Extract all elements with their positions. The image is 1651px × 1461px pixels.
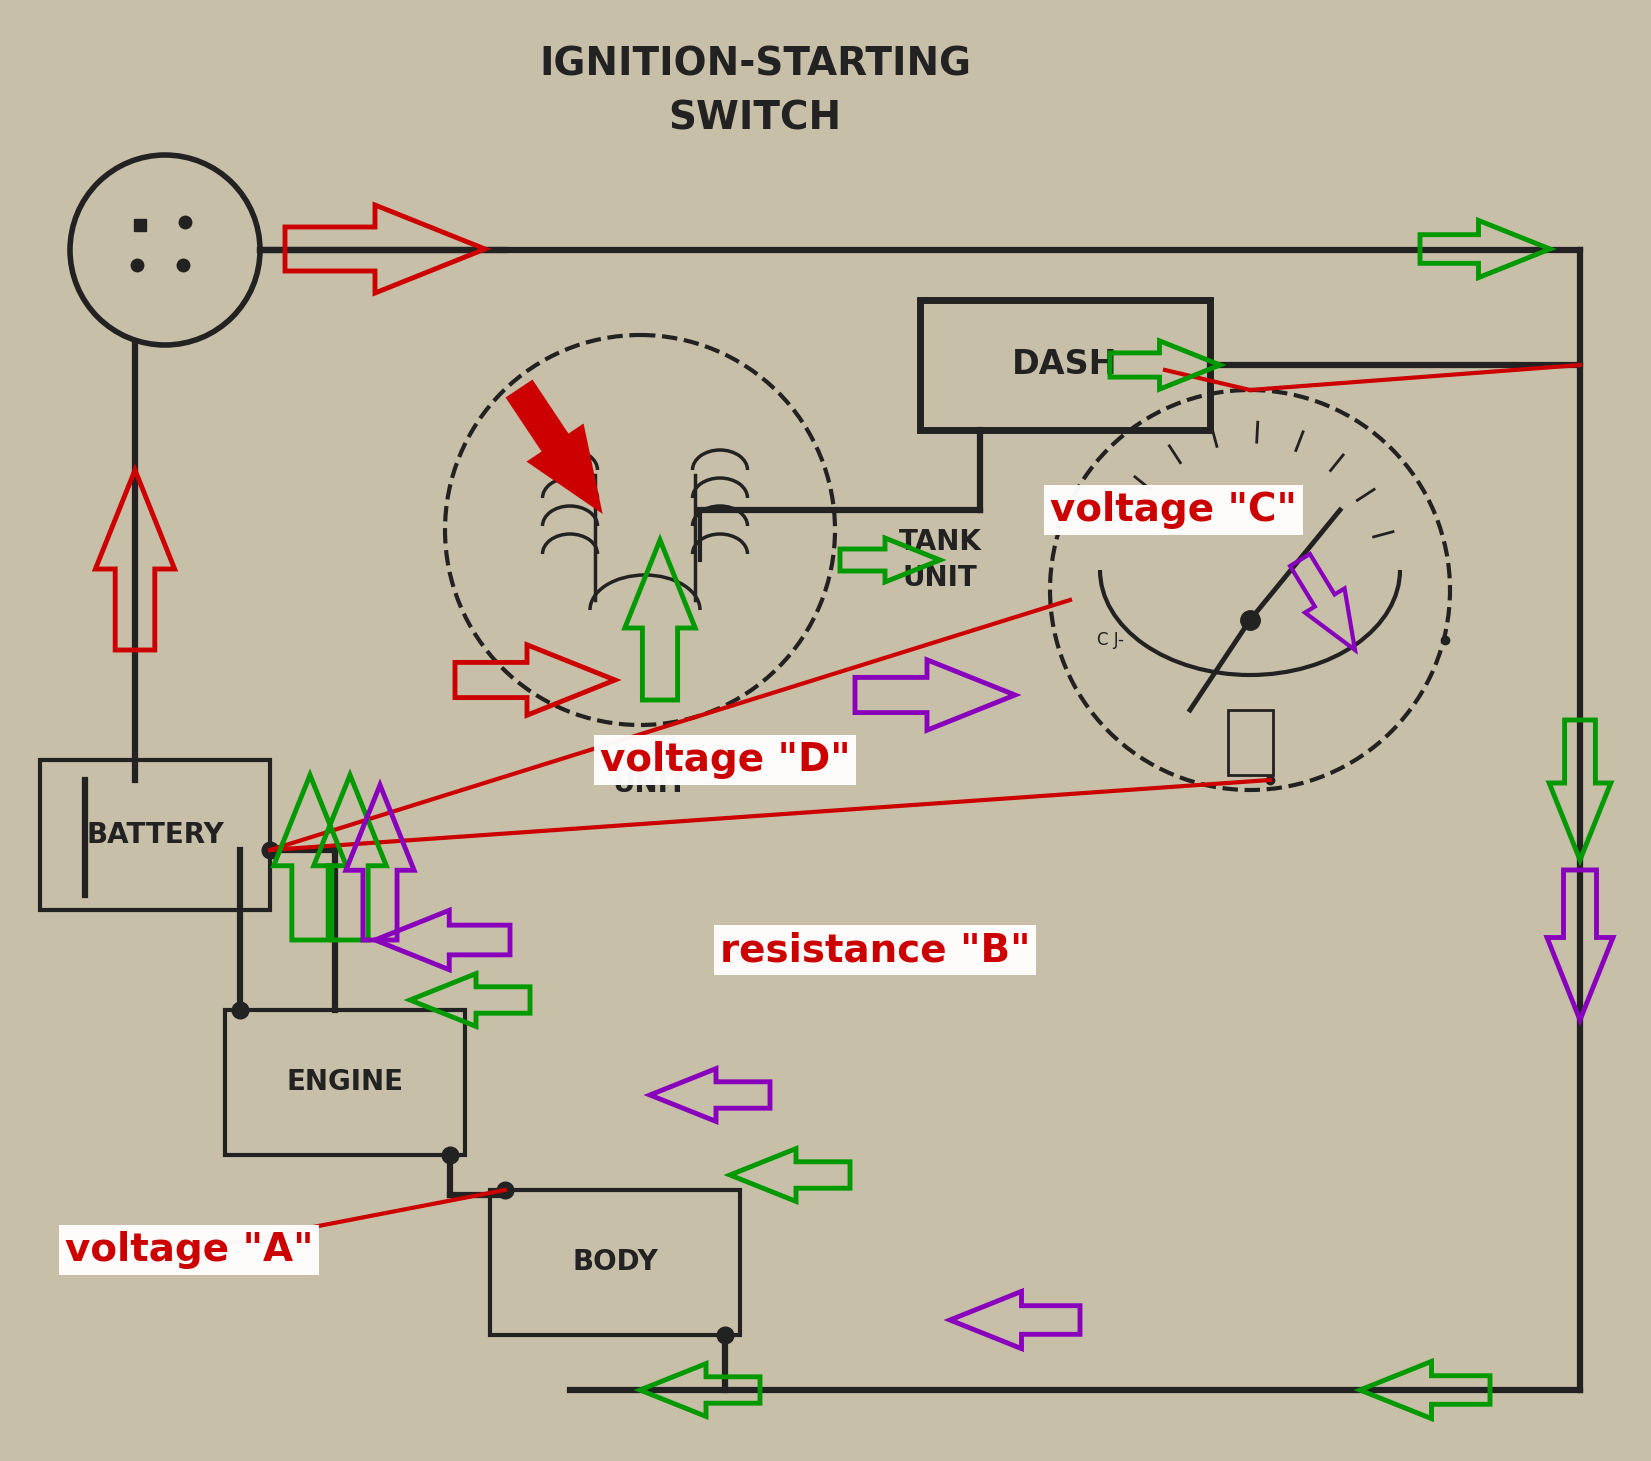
- Text: resistance "B": resistance "B": [720, 931, 1030, 969]
- Text: voltage "A": voltage "A": [64, 1232, 314, 1270]
- Text: voltage "C": voltage "C": [1050, 491, 1298, 529]
- Text: TANK
UNIT: TANK UNIT: [898, 527, 981, 592]
- Text: voltage "D": voltage "D": [599, 741, 850, 779]
- Text: SWITCH: SWITCH: [669, 99, 842, 137]
- Text: IGNITION-STARTING: IGNITION-STARTING: [538, 45, 971, 83]
- Text: UNIT: UNIT: [613, 770, 687, 798]
- Text: BATTERY: BATTERY: [86, 821, 225, 849]
- Text: DASH: DASH: [1012, 349, 1118, 381]
- Polygon shape: [509, 381, 599, 510]
- Text: C J-: C J-: [1096, 631, 1123, 649]
- Text: ENGINE: ENGINE: [287, 1068, 403, 1097]
- Text: BODY: BODY: [571, 1249, 659, 1277]
